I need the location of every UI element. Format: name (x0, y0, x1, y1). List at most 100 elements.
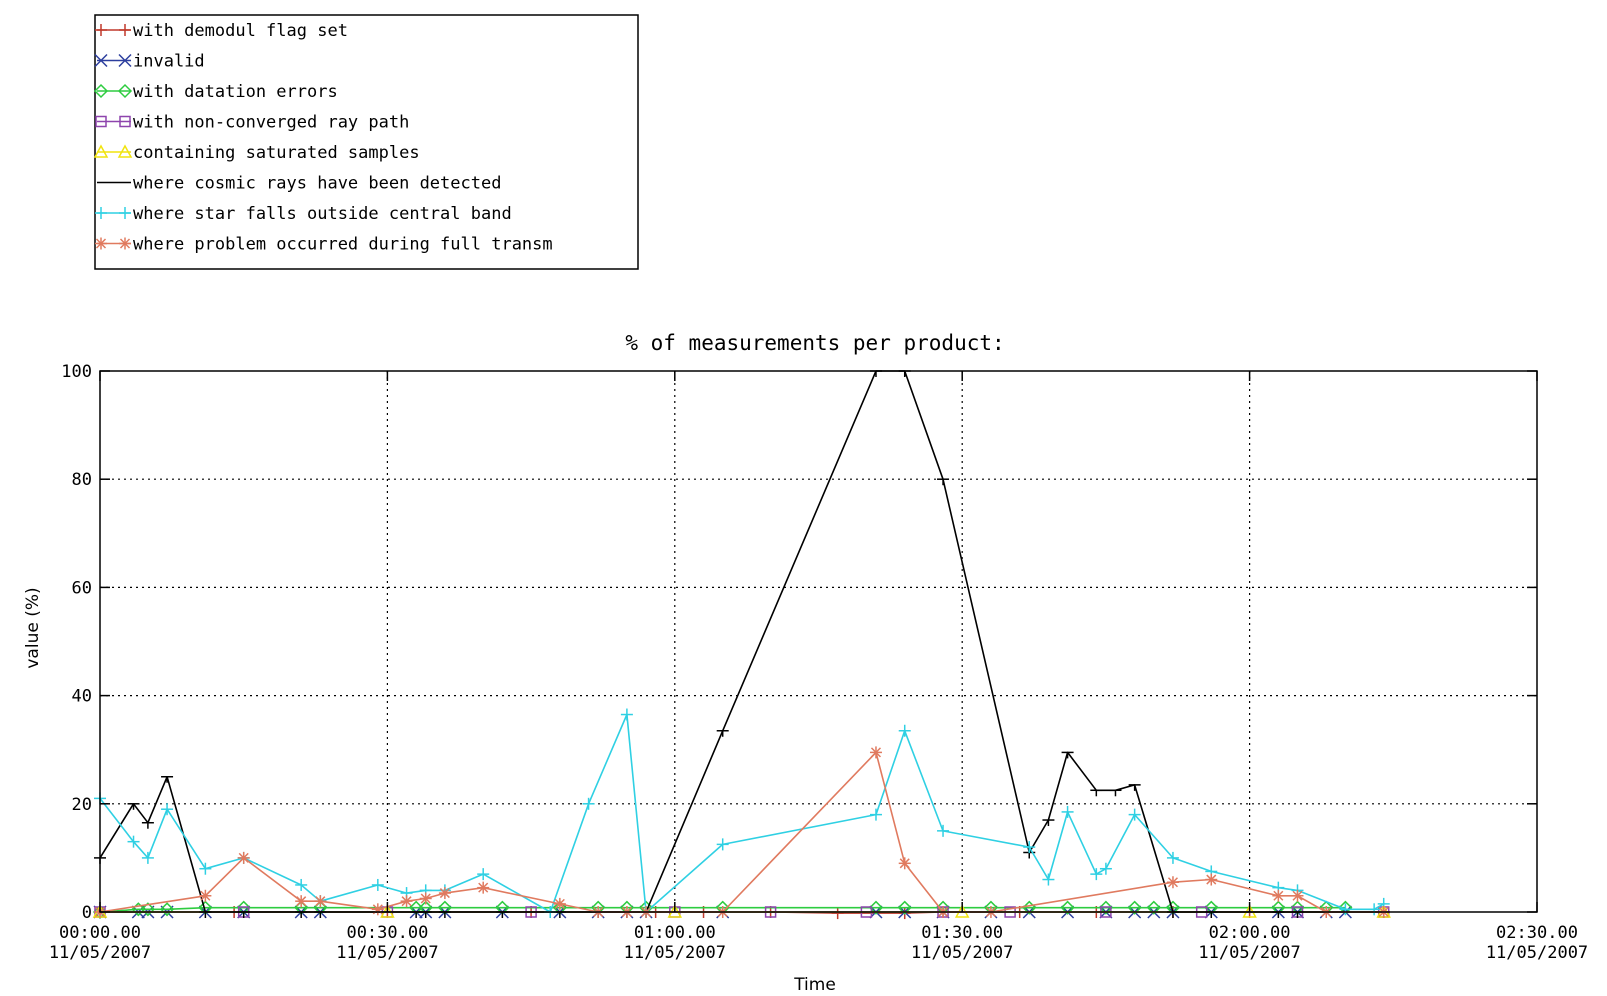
legend-label: with demodul flag set (133, 21, 348, 41)
legend-entry: where problem occurred during full trans… (95, 235, 553, 255)
data-point (1128, 784, 1141, 791)
data-point (1042, 873, 1055, 886)
data-point (400, 895, 413, 908)
legend-entry: where cosmic rays have been detected (97, 174, 501, 194)
legend-marker (95, 207, 107, 219)
series-line (99, 906, 1346, 913)
data-point (371, 903, 384, 916)
y-tick-label: 60 (72, 578, 92, 598)
data-point (1023, 841, 1036, 854)
legend-entry: with non-converged ray path (95, 113, 409, 133)
legend-marker (119, 207, 131, 219)
legend-label: containing saturated samples (133, 143, 420, 163)
y-tick-label: 0 (82, 903, 92, 923)
data-point (897, 900, 912, 915)
legend-label: invalid (133, 52, 205, 72)
data-point (898, 857, 911, 870)
y-tick-label: 20 (72, 795, 92, 815)
data-point (582, 797, 595, 810)
data-point (1146, 900, 1161, 915)
data-point (869, 370, 882, 377)
legend-box (94, 14, 639, 270)
data-point (161, 803, 174, 816)
data-point (898, 724, 911, 737)
data-point (127, 803, 140, 810)
data-point (1368, 903, 1381, 916)
legend-marker (119, 24, 131, 36)
chart-title: % of measurements per product: (625, 331, 1004, 355)
data-point (419, 892, 432, 905)
data-point (898, 370, 911, 377)
data-point (295, 878, 308, 891)
data-point (1061, 805, 1074, 818)
data-point (1166, 876, 1179, 889)
data-point (477, 881, 490, 894)
data-point (141, 821, 154, 829)
data-point (1127, 900, 1142, 915)
plot-frame (99, 370, 1538, 913)
legend-label: with datation errors (133, 82, 338, 102)
legend-label: where cosmic rays have been detected (133, 174, 501, 194)
data-point (1098, 900, 1113, 915)
x-tick-date-label: 11/05/2007 (336, 943, 438, 963)
legend: with demodul flag set invalid with datatio… (93, 14, 639, 270)
legend-entry: invalid (94, 52, 205, 72)
data-point (937, 478, 950, 486)
y-axis-title: value (%) (23, 587, 43, 668)
x-axis-title: Time (793, 975, 836, 995)
legend-entry: with datation errors (93, 82, 338, 102)
data-point (1339, 903, 1352, 916)
legend-marker (95, 115, 107, 128)
y-tick-label: 80 (72, 470, 92, 490)
y-tick-label: 100 (61, 362, 92, 382)
x-tick-date-label: 11/05/2007 (911, 943, 1013, 963)
data-point (1291, 889, 1304, 902)
data-point (1060, 900, 1075, 915)
data-point (477, 868, 490, 881)
data-point (1090, 868, 1103, 881)
data-point (716, 730, 729, 737)
legend-label: where problem occurred during full trans… (133, 235, 553, 255)
data-point (868, 900, 884, 915)
x-tick-time-label: 01:00.00 (634, 923, 716, 943)
data-point (1061, 751, 1074, 759)
legend-entry: where star falls outside central band (95, 204, 512, 224)
data-point (716, 838, 729, 851)
x-tick-time-label: 02:30.00 (1496, 923, 1578, 943)
data-point (140, 902, 155, 917)
data-point (199, 889, 212, 902)
data-point (869, 746, 882, 759)
data-point (141, 851, 154, 864)
x-tick-date-label: 11/05/2007 (1486, 943, 1588, 963)
data-point (1109, 789, 1122, 797)
legend-marker (95, 24, 107, 36)
data-point (1090, 789, 1103, 797)
data-point (1128, 808, 1141, 821)
x-tick-time-label: 00:30.00 (346, 923, 428, 943)
y-tick-label: 40 (72, 687, 92, 707)
legend-marker (95, 237, 107, 250)
legend-label: with non-converged ray path (133, 113, 409, 133)
data-point (1099, 862, 1112, 875)
x-tick-time-label: 02:00.00 (1209, 923, 1291, 943)
data-point (553, 897, 566, 910)
data-point (1166, 851, 1179, 864)
series-line (99, 713, 1385, 913)
data-point (1042, 819, 1055, 827)
legend-marker (119, 237, 131, 250)
series-5 (94, 370, 1390, 918)
data-point (371, 878, 384, 891)
legend-marker (119, 115, 131, 128)
data-point (159, 902, 175, 917)
legend-label: where star falls outside central band (133, 204, 512, 224)
legend-marker (118, 53, 132, 68)
x-tick-time-label: 00:00.00 (59, 923, 141, 943)
series-2 (92, 900, 1353, 920)
legend-marker (94, 53, 108, 68)
grid (100, 371, 1537, 912)
legend-marker (93, 83, 109, 99)
x-tick-date-label: 11/05/2007 (1198, 943, 1300, 963)
series-line (99, 751, 1384, 913)
data-point (620, 708, 633, 721)
